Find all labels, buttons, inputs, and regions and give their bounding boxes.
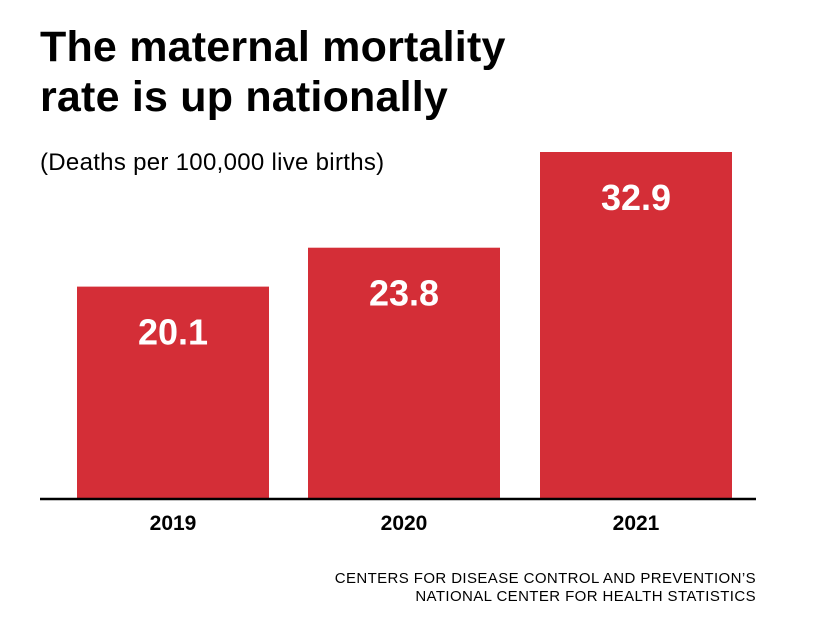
source-line-2: NATIONAL CENTER FOR HEALTH STATISTICS (415, 588, 756, 605)
bar-value-label-2021: 32.9 (601, 177, 671, 218)
x-tick-label-2021: 2021 (613, 512, 660, 535)
chart-title-line-2: rate is up nationally (40, 73, 449, 121)
x-tick-label-2019: 2019 (150, 512, 197, 535)
bar-2019 (77, 286, 269, 498)
source-line-1: CENTERS FOR DISEASE CONTROL AND PREVENTI… (334, 570, 756, 587)
source-credit: CENTERS FOR DISEASE CONTROL AND PREVENTI… (335, 570, 756, 606)
bar-2021 (540, 152, 732, 498)
bar-value-label-2019: 20.1 (138, 312, 208, 353)
bar-value-label-2020: 23.8 (369, 273, 439, 314)
chart-subtitle: (Deaths per 100,000 live births) (40, 149, 385, 176)
x-tick-label-2020: 2020 (381, 512, 428, 535)
bar-2020 (308, 247, 500, 498)
chart-title: The maternal mortality rate is up nation… (40, 22, 780, 122)
chart-title-line-1: The maternal mortality (40, 23, 506, 71)
